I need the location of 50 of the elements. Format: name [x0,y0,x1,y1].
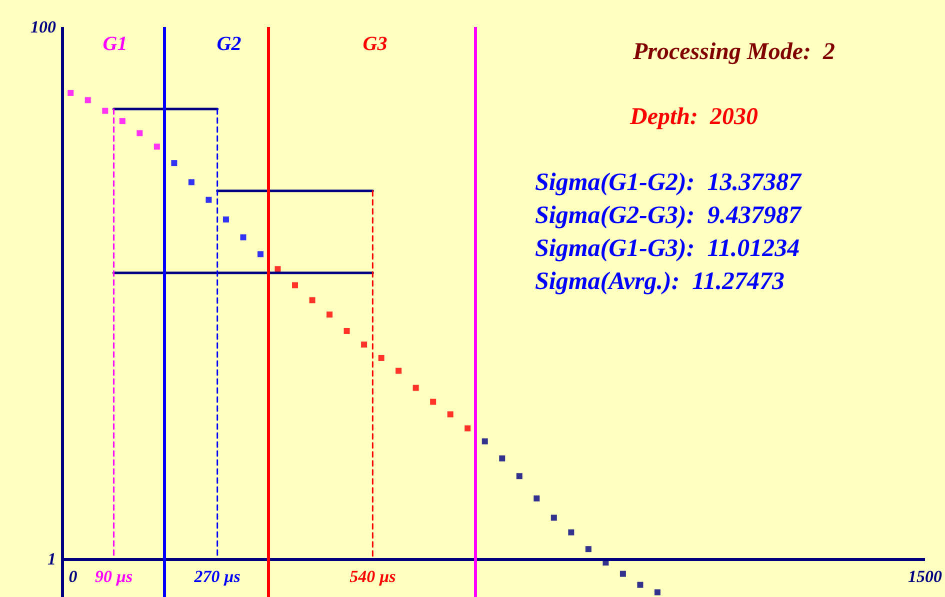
point [516,473,522,480]
point [585,546,592,552]
point [620,570,626,577]
point [292,282,298,288]
text: Depth: 2030 [629,104,758,130]
point [464,425,471,432]
point [430,398,436,405]
point [326,312,333,318]
annotation: G1 [102,33,128,55]
annotation: Sigma(G1-G2): 13.37387 [535,169,802,196]
point [240,234,246,240]
point [499,455,506,462]
point [136,130,143,136]
point [550,514,557,521]
x-tick-label: 90 µs [94,567,133,586]
point [396,368,402,374]
text: Processing Mode: 2 [632,39,835,65]
point [188,179,194,186]
point [378,354,384,361]
point [206,196,212,203]
point [361,342,368,348]
point [154,144,160,150]
point [274,266,281,272]
point [84,97,91,104]
point [68,90,74,96]
x-tick-label: 1500 [908,567,942,586]
point [637,582,644,588]
point [309,297,316,304]
point [119,118,126,124]
annotation: Sigma(G1-G3): 11.01234 [535,235,800,262]
point [568,529,574,536]
point [102,108,108,114]
y-tick-label: 1 [48,550,56,569]
point [447,411,454,418]
point [344,328,350,334]
annotation: Sigma(G2-G3): 9.437987 [535,202,802,229]
annotation: G2 [216,33,242,55]
point [654,589,660,596]
point [222,216,229,222]
annotation: G3 [362,33,388,55]
point [171,160,178,166]
x-tick-label: 270 µs [193,567,241,586]
x-tick-label: 540 µs [350,567,396,586]
point [257,251,264,258]
y-tick-label: 100 [30,18,56,36]
point [534,495,540,502]
point [412,384,419,391]
annotation: Sigma(Avrg.): 11.27473 [535,268,785,295]
x-tick-label: 0 [68,567,78,586]
point [482,438,488,444]
